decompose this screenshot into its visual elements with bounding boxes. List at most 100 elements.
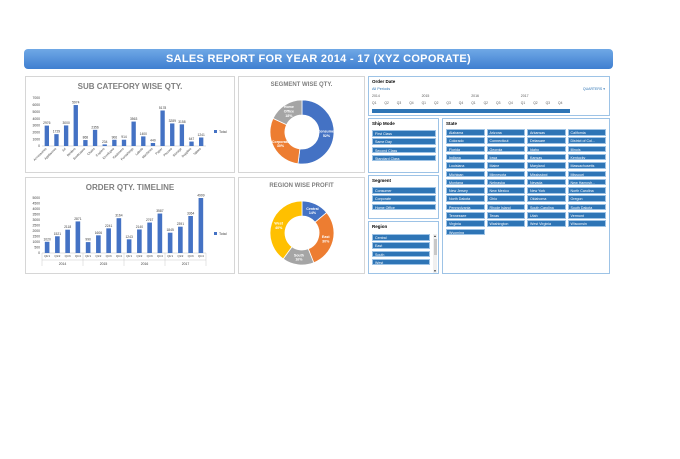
quarter-label[interactable]: Q2 <box>533 101 538 105</box>
slice-label: Consumer <box>318 130 336 134</box>
scroll-up-icon[interactable]: ▲ <box>433 234 437 238</box>
state-item[interactable]: Connecticut <box>486 137 525 144</box>
state-item[interactable]: Massachusetts <box>567 162 606 169</box>
bar <box>199 137 204 146</box>
segment-item[interactable]: Consumer <box>372 187 436 194</box>
x-tick-label: Supplies <box>181 147 193 159</box>
x-tick-label: Qtr4 <box>157 254 163 258</box>
state-item[interactable]: California <box>567 129 606 136</box>
x-tick-label: Qtr1 <box>126 254 132 258</box>
state-item[interactable]: Kansas <box>527 153 566 161</box>
state-item[interactable]: Montana <box>446 178 485 186</box>
state-item[interactable]: Washington <box>486 220 525 227</box>
data-label: 2391 <box>177 222 185 226</box>
state-item[interactable]: Minnesota <box>486 170 525 178</box>
level-selector[interactable]: QUARTERS ▾ <box>583 87 605 91</box>
ship-mode-item[interactable]: Same Day <box>372 138 436 145</box>
state-item[interactable]: Colorado <box>446 137 485 144</box>
state-item[interactable]: Michigan <box>446 170 485 178</box>
state-item[interactable]: Wyoming <box>446 228 485 236</box>
state-item[interactable]: Mississippi <box>527 170 566 178</box>
state-item[interactable]: West Virginia <box>527 220 566 227</box>
quarter-label[interactable]: Q3 <box>446 101 451 105</box>
state-item[interactable]: Oklahoma <box>527 195 566 202</box>
quarter-label[interactable]: Q2 <box>483 101 488 105</box>
region-item[interactable]: South <box>372 250 430 258</box>
data-label: 647 <box>189 137 195 141</box>
state-item[interactable]: Arizona <box>486 129 525 136</box>
quarter-label[interactable]: Q1 <box>421 101 426 105</box>
quarter-label[interactable]: Q4 <box>458 101 464 105</box>
region-scrollbar[interactable]: ▲ ▼ <box>433 234 437 273</box>
segment-item[interactable]: Corporate <box>372 195 436 202</box>
state-item[interactable]: District of Col... <box>567 137 606 144</box>
state-item[interactable]: Kentucky <box>567 153 606 161</box>
state-item[interactable]: Utah <box>527 212 566 219</box>
scroll-down-icon[interactable]: ▼ <box>433 269 437 273</box>
state-item[interactable]: Maine <box>486 162 525 169</box>
quarter-label[interactable]: Q1 <box>471 101 476 105</box>
state-item[interactable]: Delaware <box>527 137 566 144</box>
state-item[interactable]: Arkansas <box>527 129 566 136</box>
quarter-label[interactable]: Q3 <box>496 101 501 105</box>
quarter-label[interactable]: Q4 <box>558 101 563 105</box>
y-tick-label: 4500 <box>32 202 40 206</box>
ship-mode-item[interactable]: First Class <box>372 130 436 137</box>
state-item[interactable]: Vermont <box>567 212 606 219</box>
state-item[interactable]: New Mexico <box>486 187 525 194</box>
bar <box>44 125 49 146</box>
bar <box>160 110 165 146</box>
state-item[interactable]: Maryland <box>527 162 566 169</box>
state-item[interactable]: Rhode Island <box>486 203 525 211</box>
state-item[interactable]: Florida <box>446 145 485 153</box>
state-item[interactable]: New Jersey <box>446 187 485 194</box>
state-item[interactable]: Missouri <box>567 170 606 178</box>
state-item[interactable]: Iowa <box>486 153 525 161</box>
data-label: 2767 <box>146 218 154 222</box>
state-item[interactable]: Wisconsin <box>567 220 606 227</box>
state-item[interactable]: North Dakota <box>446 195 485 202</box>
ship-mode-item[interactable]: Second Class <box>372 146 436 154</box>
state-item[interactable]: Louisiana <box>446 162 485 169</box>
state-item[interactable]: Nevada <box>527 178 566 186</box>
state-item[interactable]: New Hampsh... <box>567 178 606 186</box>
state-item[interactable]: Idaho <box>527 145 566 153</box>
state-item[interactable]: Indiana <box>446 153 485 161</box>
quarter-label[interactable]: Q1 <box>372 101 377 105</box>
state-item[interactable]: Virginia <box>446 220 485 227</box>
quarter-label[interactable]: Q4 <box>508 101 513 105</box>
scroll-thumb[interactable] <box>433 239 437 255</box>
state-item[interactable]: Georgia <box>486 145 525 153</box>
quarter-label[interactable]: Q4 <box>409 101 414 105</box>
order-date-selection-bar[interactable] <box>372 109 570 113</box>
state-item[interactable]: Nebraska <box>486 178 525 186</box>
quarter-label[interactable]: Q2 <box>384 101 389 105</box>
data-label: 1606 <box>95 231 103 235</box>
state-item[interactable]: Pennsylvania <box>446 203 485 211</box>
state-item[interactable]: Tennessee <box>446 212 485 219</box>
bar <box>131 121 136 146</box>
ship-mode-item[interactable]: Standard Class <box>372 154 436 162</box>
state-item[interactable]: Ohio <box>486 195 525 202</box>
state-item[interactable]: Alabama <box>446 129 485 136</box>
state-item[interactable]: New York <box>527 187 566 194</box>
quarter-label[interactable]: Q1 <box>520 101 526 105</box>
segment-item[interactable]: Home Office <box>372 203 436 211</box>
state-item[interactable]: Texas <box>486 212 525 219</box>
bar <box>167 232 173 253</box>
region-item[interactable]: West <box>372 258 430 266</box>
quarter-label[interactable]: Q3 <box>545 101 550 105</box>
state-item[interactable]: Illinois <box>567 145 606 153</box>
state-item[interactable]: South Carolina <box>527 203 566 211</box>
data-label: 5178 <box>159 106 167 110</box>
y-tick-label: 6000 <box>32 103 40 107</box>
region-item[interactable]: East <box>372 242 430 249</box>
state-item[interactable]: North Carolina <box>567 187 606 194</box>
state-item[interactable]: Oregon <box>567 195 606 202</box>
quarter-label[interactable]: Q3 <box>396 101 402 105</box>
region-item[interactable]: Central <box>372 234 430 241</box>
order-date-slicer[interactable]: Order Date All Periods QUARTERS ▾ 2014 20… <box>368 76 610 116</box>
quarter-label[interactable]: Q2 <box>434 101 439 105</box>
state-item[interactable]: South Dakota <box>567 203 606 211</box>
